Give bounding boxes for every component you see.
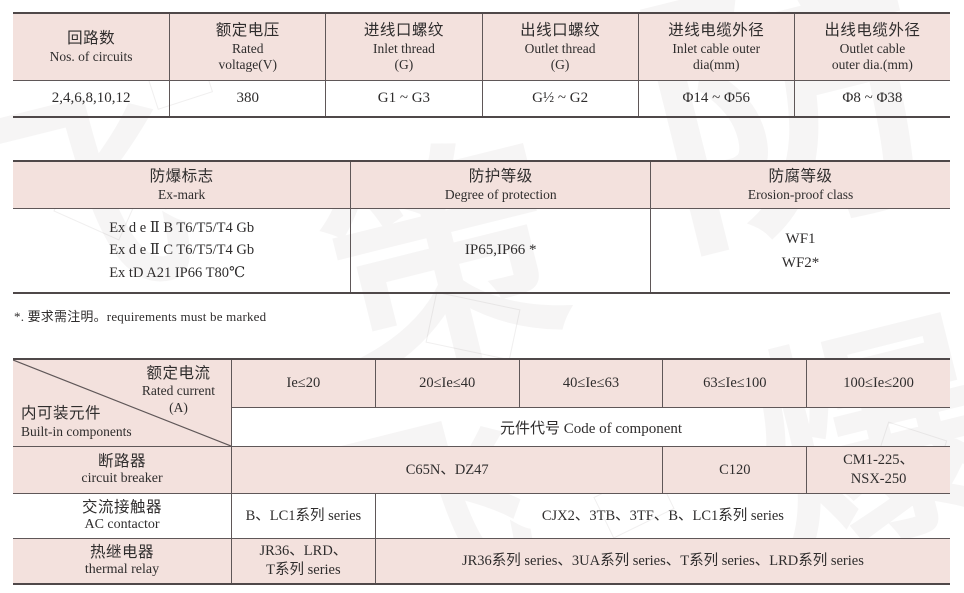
cell-value: JR36系列 series、3UA系列 series、T系列 series、LR…: [461, 552, 864, 569]
spec-value-inlet-cable: Φ14 ~ Φ56: [637, 80, 794, 116]
spec-header-outlet-cable: 出线电缆外径 Outlet cable outer dia.(mm): [793, 14, 950, 80]
row-label-en: thermal relay: [84, 562, 160, 578]
protection-header-degree: 防护等级 Degree of protection: [350, 162, 651, 208]
range-value: 63≤Ie≤100: [703, 375, 767, 391]
header-cn: 出线电缆外径: [824, 22, 921, 40]
thermal-relay-codes: JR36、LRD、 T系列 series: [231, 538, 375, 583]
header-text: 元件代号 Code of component: [499, 420, 683, 437]
cell-value: G½ ~ G2: [532, 90, 589, 107]
header-en: Erosion-proof class: [747, 186, 854, 202]
spec-value-outlet-thread: G½ ~ G2: [481, 80, 638, 116]
circuit-breaker-codes: C65N、DZ47: [231, 446, 663, 493]
spec-header-inlet-thread: 进线口螺纹 Inlet thread (G): [325, 14, 482, 80]
header-en: Rated voltage(V): [218, 40, 277, 72]
ex-mark-values: Ex d e Ⅱ B T6/T5/T4 Gb Ex d e Ⅱ C T6/T5/…: [13, 208, 351, 292]
row-label-ac-contactor: 交流接触器 AC contactor: [13, 493, 231, 538]
spec-value-circuits: 2,4,6,8,10,12: [13, 80, 170, 116]
current-range-header: 40≤Ie≤63: [518, 360, 663, 407]
footnote: *. 要求需注明。requirements must be marked: [14, 309, 267, 324]
header-en: Outlet cable outer dia.(mm): [831, 40, 913, 72]
header-en: Rated current: [141, 383, 215, 399]
header-cn: 防腐等级: [768, 168, 833, 186]
diagonal-line: [13, 360, 231, 446]
rated-current-label: 额定电流 Rated current (A): [142, 364, 215, 416]
row-label-thermal-relay: 热继电器 thermal relay: [13, 538, 231, 583]
watermark-shape: [425, 291, 521, 361]
range-value: 20≤Ie≤40: [419, 375, 476, 391]
range-value: 40≤Ie≤63: [562, 375, 620, 391]
row-label-en: AC contactor: [84, 517, 160, 533]
row-label-cn: 断路器: [97, 452, 146, 470]
header-en: Outlet thread (G): [524, 40, 596, 72]
header-cn: 额定电流: [146, 365, 211, 382]
code-of-component-header: 元件代号 Code of component: [231, 407, 950, 446]
current-range-header: 100≤Ie≤200: [806, 360, 950, 407]
header-cn: 进线口螺纹: [363, 22, 444, 40]
spec-value-inlet-thread: G1 ~ G3: [325, 80, 482, 116]
row-label-cn: 热继电器: [89, 543, 154, 561]
cell-value: Φ14 ~ Φ56: [682, 90, 751, 107]
current-range-header: 20≤Ie≤40: [374, 360, 519, 407]
range-value: Ie≤20: [286, 375, 321, 391]
current-range-header: Ie≤20: [231, 360, 375, 407]
cell-value: C120: [719, 461, 751, 478]
header-cn: 出线口螺纹: [520, 22, 601, 40]
erosion-value: WF1 WF2*: [650, 208, 950, 292]
cell-value: WF1 WF2*: [781, 230, 820, 271]
cell-value: CM1-225、 NSX-250: [843, 452, 915, 487]
cell-value: C65N、DZ47: [405, 461, 489, 478]
spec-header-inlet-cable: 进线电缆外径 Inlet cable outer dia(mm): [637, 14, 794, 80]
circuit-breaker-codes: C120: [662, 446, 807, 493]
header-en: Degree of protection: [444, 186, 557, 202]
header-cn: 回路数: [67, 30, 116, 48]
header-cn: 防护等级: [468, 168, 533, 186]
cell-value: Ex d e Ⅱ B T6/T5/T4 Gb Ex d e Ⅱ C T6/T5/…: [109, 219, 255, 281]
spec-value-outlet-cable: Φ8 ~ Φ38: [793, 80, 950, 116]
spec-value-voltage: 380: [169, 80, 326, 116]
cell-value: IP65,IP66 *: [464, 242, 537, 259]
spec-header-circuits: 回路数 Nos. of circuits: [13, 14, 170, 80]
header-en: Inlet cable outer dia(mm): [672, 40, 761, 72]
degree-value: IP65,IP66 *: [350, 208, 651, 292]
header-en: Nos. of circuits: [49, 48, 133, 64]
cell-value: 380: [236, 90, 259, 107]
header-en: Ex-mark: [158, 186, 206, 202]
protection-table: 防爆标志 Ex-mark 防护等级 Degree of protection 防…: [13, 160, 950, 294]
header-cn: 额定电压: [215, 22, 280, 40]
spec-table: 回路数 Nos. of circuits 额定电压 Rated voltage(…: [13, 12, 950, 118]
row-label-cn: 交流接触器: [81, 498, 162, 516]
cell-value: B、LC1系列 series: [245, 507, 362, 524]
ac-contactor-codes: CJX2、3TB、3TF、B、LC1系列 series: [374, 493, 950, 538]
cell-value: 2,4,6,8,10,12: [51, 90, 131, 107]
cell-value: JR36、LRD、 T系列 series: [259, 543, 348, 578]
protection-header-erosion: 防腐等级 Erosion-proof class: [650, 162, 950, 208]
row-label-en: circuit breaker: [81, 471, 163, 487]
cell-value: G1 ~ G3: [377, 90, 431, 107]
components-table: 额定电流 Rated current (A) 内可装元件 Built-in co…: [13, 358, 950, 585]
thermal-relay-codes: JR36系列 series、3UA系列 series、T系列 series、LR…: [374, 538, 950, 583]
header-cn: 内可装元件: [21, 405, 102, 423]
header-en: Built-in components: [21, 423, 132, 439]
cell-value: Φ8 ~ Φ38: [842, 90, 903, 107]
built-in-components-label: 内可装元件 Built-in components: [21, 404, 132, 440]
ac-contactor-codes: B、LC1系列 series: [231, 493, 375, 538]
row-label-circuit-breaker: 断路器 circuit breaker: [13, 446, 231, 493]
header-unit: (A): [169, 399, 188, 415]
spec-header-voltage: 额定电压 Rated voltage(V): [169, 14, 326, 80]
header-cn: 防爆标志: [149, 168, 214, 186]
circuit-breaker-codes: CM1-225、 NSX-250: [806, 446, 950, 493]
spec-header-outlet-thread: 出线口螺纹 Outlet thread (G): [481, 14, 638, 80]
current-range-header: 63≤Ie≤100: [662, 360, 807, 407]
header-cn: 进线电缆外径: [668, 22, 765, 40]
protection-header-ex-mark: 防爆标志 Ex-mark: [13, 162, 351, 208]
header-en: Inlet thread (G): [372, 40, 435, 72]
range-value: 100≤Ie≤200: [843, 375, 914, 391]
corner-header-cell: 额定电流 Rated current (A) 内可装元件 Built-in co…: [13, 360, 231, 446]
cell-value: CJX2、3TB、3TF、B、LC1系列 series: [541, 507, 784, 524]
